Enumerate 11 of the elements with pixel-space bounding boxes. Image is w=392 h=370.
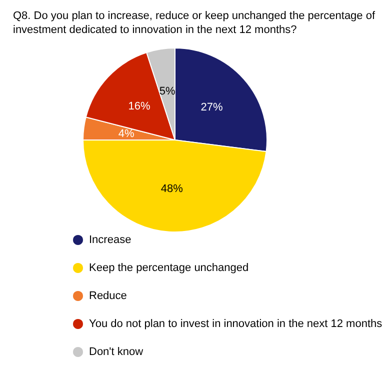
data-label: 27% — [200, 102, 223, 114]
legend-label: Don't know — [89, 346, 144, 358]
data-label: 4% — [118, 128, 135, 140]
data-label: 48% — [160, 182, 184, 195]
legend-label: You do not plan to invest in innovation in the next 12 months — [89, 318, 383, 330]
data-label: 16% — [128, 100, 150, 112]
data-label: 5% — [159, 86, 176, 98]
legend-label: Reduce — [89, 290, 127, 302]
chart-title: Q8. Do you plan to increase, reduce or keep unchanged the percentage of investment dedicated to innovation in the next 12 months? — [13, 10, 378, 36]
legend-label: Increase — [89, 234, 132, 246]
legend-label: Keep the percentage unchanged — [89, 262, 249, 274]
